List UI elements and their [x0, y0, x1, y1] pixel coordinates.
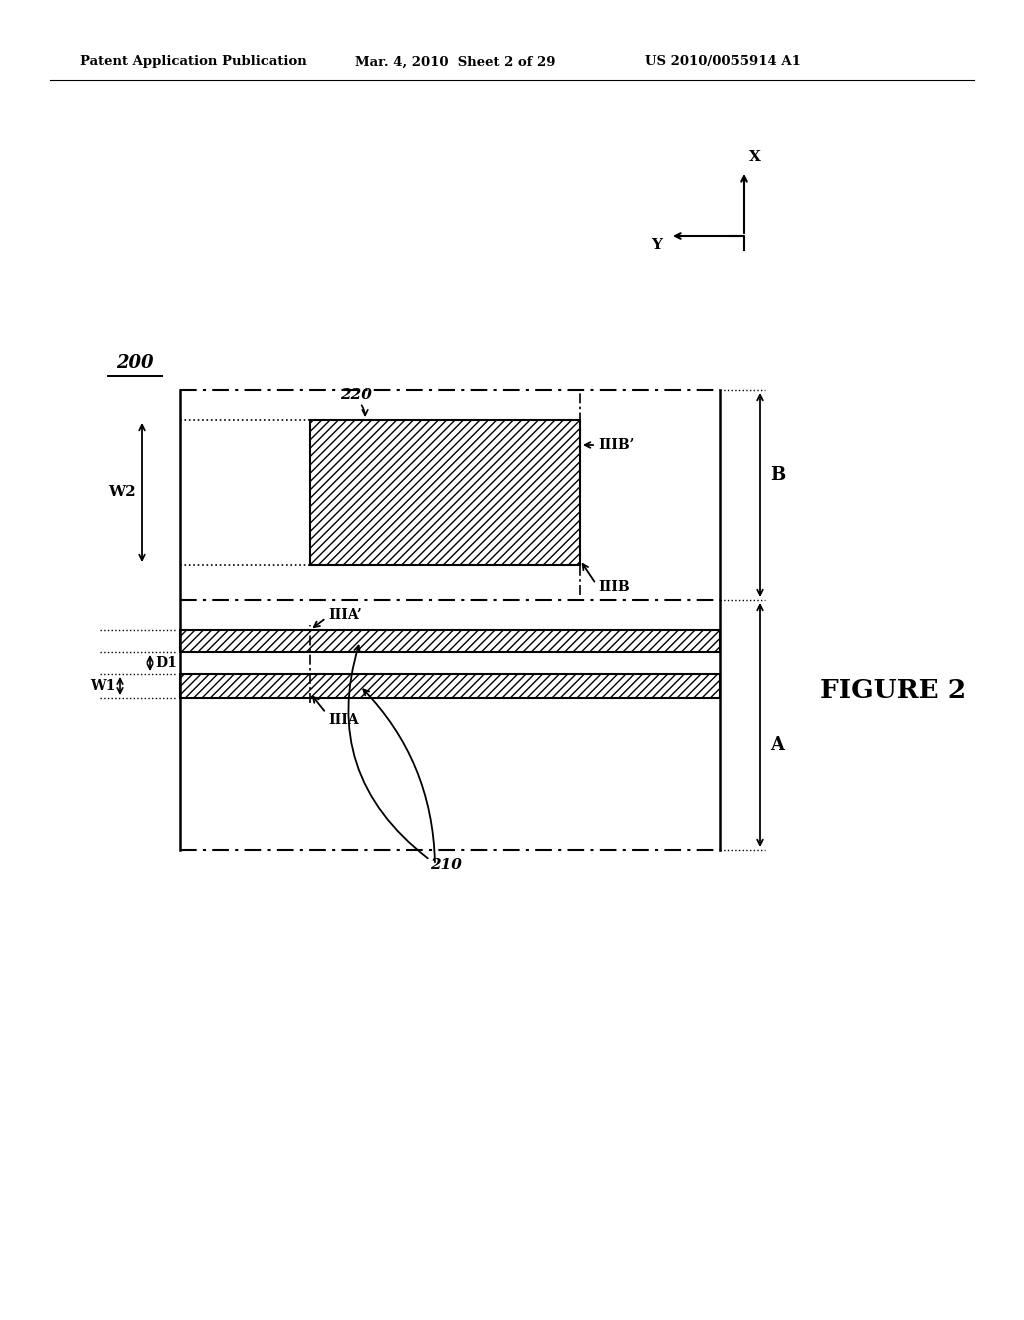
Text: 200: 200 — [117, 354, 154, 372]
Text: IIIB: IIIB — [598, 579, 630, 594]
Text: US 2010/0055914 A1: US 2010/0055914 A1 — [645, 55, 801, 69]
Text: 210: 210 — [430, 858, 462, 873]
Text: IIIA: IIIA — [328, 713, 358, 727]
Text: D1: D1 — [155, 656, 177, 671]
Text: FIGURE 2: FIGURE 2 — [820, 677, 966, 702]
Text: W2: W2 — [109, 486, 136, 499]
Text: Mar. 4, 2010  Sheet 2 of 29: Mar. 4, 2010 Sheet 2 of 29 — [355, 55, 555, 69]
Text: Patent Application Publication: Patent Application Publication — [80, 55, 307, 69]
Text: A: A — [770, 737, 784, 754]
Text: IIIB’: IIIB’ — [598, 438, 635, 451]
Bar — [180, 675, 720, 698]
Bar — [180, 630, 720, 652]
Text: X: X — [749, 150, 761, 164]
Bar — [310, 420, 580, 565]
Text: B: B — [770, 466, 785, 484]
Text: 220: 220 — [340, 388, 372, 403]
Text: Y: Y — [651, 238, 662, 252]
Text: IIIA’: IIIA’ — [328, 609, 361, 622]
Text: W1: W1 — [91, 678, 116, 693]
